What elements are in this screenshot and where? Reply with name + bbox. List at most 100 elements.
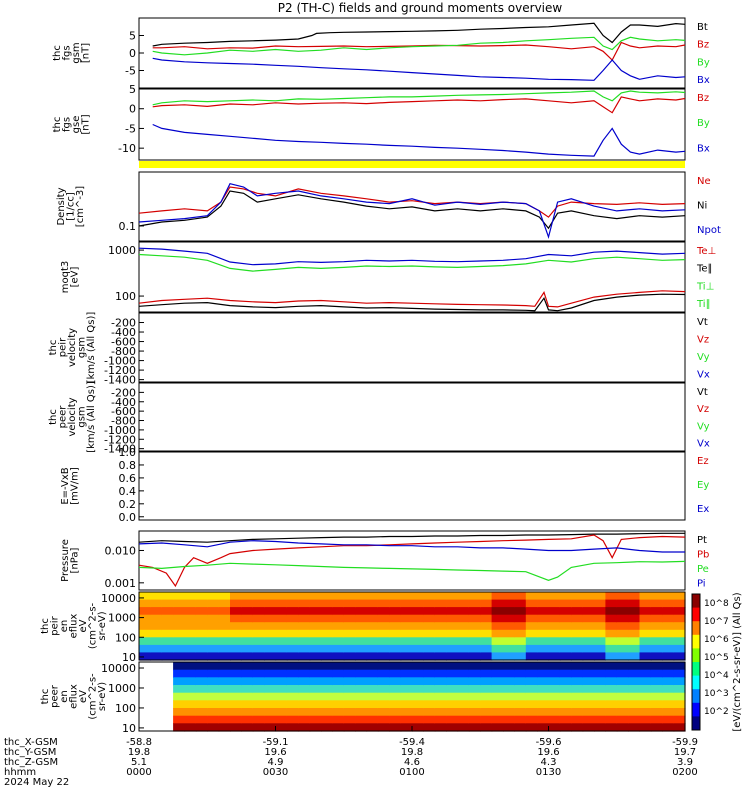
- spectrogram-cell: [525, 723, 538, 732]
- spectrogram-cell: [457, 629, 470, 638]
- spectrogram-cell: [161, 685, 174, 694]
- panel-peir_eflux: 10000 1000 100 10 thcpeirenefluxeV(cm^2-s-sr…: [40, 591, 686, 664]
- spectrogram-cell: [173, 700, 186, 709]
- y-axis-label: thc: [52, 45, 63, 61]
- spectrogram-cell: [332, 652, 345, 661]
- spectrogram-cell: [571, 677, 584, 686]
- spectrogram-cell: [480, 629, 493, 638]
- spectrogram-cell: [616, 652, 629, 661]
- y-tick-label: 1000: [108, 682, 136, 695]
- series-ti-: [138, 253, 686, 272]
- spectrogram-cell: [298, 700, 311, 709]
- spectrogram-cell: [491, 592, 504, 601]
- spectrogram-cell: [377, 614, 390, 623]
- x-tick-label: 19.6: [537, 747, 559, 758]
- spectrogram-cell: [673, 692, 686, 701]
- spectrogram-cell: [628, 599, 641, 608]
- spectrogram-cell: [150, 622, 163, 631]
- spectrogram-cell: [537, 685, 550, 694]
- spectrogram-cell: [446, 607, 459, 616]
- spectrogram-cell: [503, 669, 515, 678]
- spectrogram-cell: [218, 644, 231, 654]
- spectrogram-cell: [548, 685, 561, 694]
- spectrogram-cell: [491, 614, 504, 623]
- spectrogram-cell: [412, 723, 424, 732]
- spectrogram-cell: [548, 715, 561, 724]
- series-ti-: [138, 247, 686, 266]
- spectrogram-cell: [377, 715, 390, 724]
- spectrogram-cell: [195, 622, 208, 631]
- spectrogram-cell: [650, 644, 663, 654]
- spectrogram-cell: [400, 662, 413, 671]
- spectrogram-cell: [650, 723, 663, 732]
- y-tick-label: -400: [111, 326, 136, 339]
- spectrogram-cell: [150, 692, 163, 701]
- y-tick-label: -600: [111, 405, 136, 418]
- spectrogram-cell: [184, 644, 197, 654]
- spectrogram-cell: [173, 662, 186, 671]
- spectrogram-cell: [161, 637, 174, 646]
- spectrogram-cell: [412, 599, 424, 608]
- colorbar-cell: [692, 716, 700, 731]
- spectrogram-cell: [309, 652, 322, 661]
- spectrogram-cell: [537, 637, 550, 646]
- spectrogram-cell: [195, 715, 208, 724]
- spectrogram-cell: [377, 700, 390, 709]
- spectrogram-cell: [161, 652, 174, 661]
- spectrogram-cell: [241, 677, 254, 686]
- spectrogram-cell: [559, 614, 572, 623]
- y-tick-label: -5: [125, 122, 136, 135]
- spectrogram-cell: [446, 692, 459, 701]
- spectrogram-cell: [480, 677, 493, 686]
- spectrogram-cell: [412, 637, 424, 646]
- spectrogram-cell: [355, 637, 368, 646]
- spectrogram-cell: [650, 592, 663, 601]
- spectrogram-cell: [275, 692, 288, 701]
- spectrogram-cell: [400, 644, 413, 654]
- spectrogram-cell: [446, 599, 459, 608]
- spectrogram-cell: [161, 700, 174, 709]
- spectrogram-cell: [468, 644, 481, 654]
- spectrogram-cell: [662, 629, 675, 638]
- spectrogram-cell: [503, 708, 515, 717]
- spectrogram-cell: [355, 685, 368, 694]
- spectrogram-cell: [184, 607, 197, 616]
- spectrogram-cell: [514, 723, 527, 732]
- y-axis-label: E=-VxB: [60, 467, 71, 504]
- y-tick-label: -1000: [104, 424, 136, 437]
- y-axis-label: peer: [58, 405, 69, 429]
- spectrogram-cell: [571, 607, 584, 616]
- spectrogram-cell: [286, 662, 299, 671]
- spectrogram-cell: [173, 677, 186, 686]
- spectrogram-cell: [286, 708, 299, 717]
- panel-peer_velocity: -200-400-600-800-1000-1200-1400 thcpeerve…: [48, 381, 710, 456]
- spectrogram-cell: [662, 692, 675, 701]
- spectrogram-cell: [434, 723, 447, 732]
- legend-entry: Vy: [697, 352, 710, 363]
- spectrogram-cell: [514, 677, 527, 686]
- spectrogram-cell: [230, 700, 242, 709]
- y-axis-label: peir: [58, 337, 69, 357]
- spectrogram-cell: [673, 677, 686, 686]
- spectrogram-cell: [298, 607, 311, 616]
- legend-entry: Bx: [697, 75, 710, 86]
- spectrogram-cell: [412, 685, 424, 694]
- spectrogram-cell: [559, 677, 572, 686]
- spectrogram-cell: [230, 644, 242, 654]
- spectrogram-cell: [480, 662, 493, 671]
- spectrogram-cell: [400, 629, 413, 638]
- spectrogram-cell: [423, 662, 436, 671]
- spectrogram-cell: [230, 715, 242, 724]
- spectrogram-cell: [650, 692, 663, 701]
- spectrogram-cell: [218, 677, 231, 686]
- spectrogram-cell: [673, 644, 686, 654]
- spectrogram-cell: [548, 723, 561, 732]
- spectrogram-cell: [434, 637, 447, 646]
- spectrogram-cell: [366, 607, 379, 616]
- spectrogram-cell: [230, 692, 242, 701]
- spectrogram-cell: [673, 622, 686, 631]
- spectrogram-cell: [423, 622, 436, 631]
- spectrogram-cell: [491, 692, 504, 701]
- spectrogram-cell: [650, 652, 663, 661]
- spectrogram-cell: [139, 692, 151, 701]
